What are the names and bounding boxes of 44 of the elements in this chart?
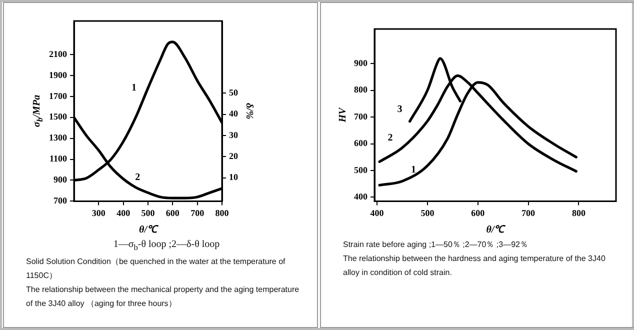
- x-tick-label: 700: [190, 208, 205, 218]
- series-label: 2: [135, 172, 140, 183]
- y-tick-label: 1100: [49, 154, 68, 164]
- y-tick-label: 900: [54, 174, 68, 185]
- x-tick-label: 500: [420, 208, 435, 218]
- x-tick-label: 500: [141, 208, 156, 218]
- x-axis-title: θ/℃: [486, 224, 506, 236]
- x-tick-label: 400: [116, 208, 131, 218]
- series-label: 1: [410, 164, 416, 176]
- text: Solid Solution Condition（be quenched in the water at the temperature of 1150C）: [26, 256, 286, 282]
- y2-tick-label: 10: [229, 172, 238, 182]
- y-axis-title: HV: [338, 108, 348, 122]
- x-axis-title: θ/℃: [139, 224, 159, 236]
- series-label: 3: [397, 104, 402, 115]
- text: Strain rate before aging ;1—50％ ;2—70％ ;3—92％: [343, 239, 529, 251]
- series-label: 1: [132, 82, 136, 94]
- series-label: 2: [388, 132, 393, 144]
- x-tick-label: 800: [572, 208, 586, 218]
- x-tick-label: 800: [215, 208, 230, 218]
- y2-axis-title: δ/%: [243, 102, 254, 120]
- text: 1—σ$_{b}$-θ loop ;2—δ-θ loop: [112, 238, 221, 254]
- x-tick-label: 700: [522, 208, 536, 218]
- y-tick-label: 800: [354, 84, 368, 95]
- text: The relationship between the hardness and aging temperature of the 3J40 alloy in condition of cold strain.: [343, 253, 606, 279]
- y-tick-label: 1900: [49, 70, 68, 80]
- y-tick-label: 400: [354, 192, 368, 202]
- y-tick-label: 700: [54, 196, 68, 206]
- y2-tick-label: 30: [229, 130, 238, 140]
- text: The relationship between the mechanical property and the aging temperature of the 3J40 alloy （aging for three hours）: [26, 284, 300, 310]
- y-tick-label: 500: [354, 164, 368, 175]
- y-tick-label: 900: [354, 58, 368, 68]
- y-tick-label: 700: [354, 111, 368, 122]
- y-tick-label: 2100: [49, 48, 68, 59]
- x-tick-label: 400: [370, 208, 384, 218]
- y2-tick-label: 50: [229, 87, 238, 98]
- y2-tick-label: 20: [229, 151, 238, 162]
- y-tick-label: 1500: [49, 112, 68, 122]
- x-tick-label: 600: [471, 208, 486, 218]
- x-tick-label: 600: [166, 208, 180, 218]
- y-tick-label: 1700: [49, 90, 68, 101]
- y-tick-label: 600: [354, 138, 368, 148]
- y2-tick-label: 40: [229, 108, 238, 119]
- y-tick-label: 1300: [49, 132, 68, 143]
- x-tick-label: 300: [92, 208, 106, 218]
